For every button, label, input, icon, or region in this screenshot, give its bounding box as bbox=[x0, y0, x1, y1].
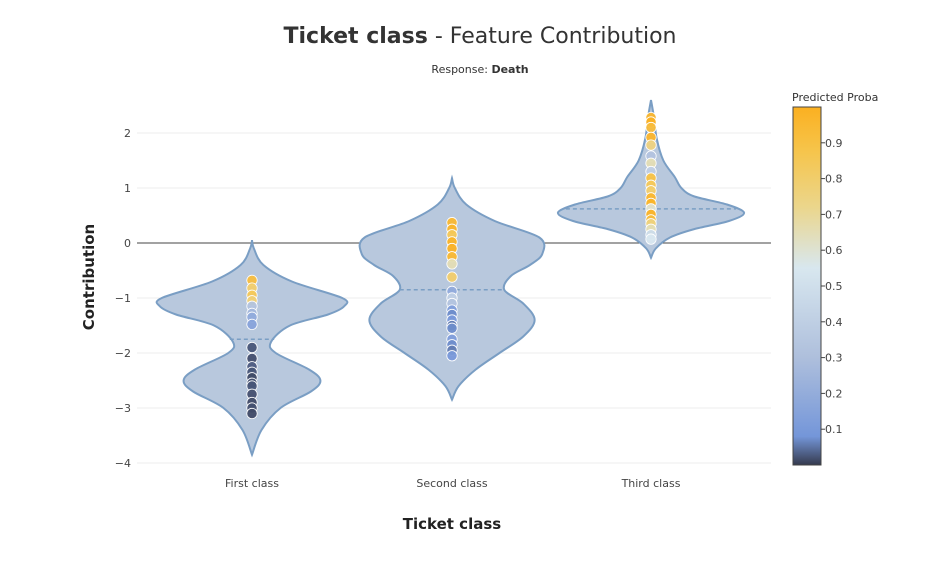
data-point[interactable] bbox=[645, 233, 657, 245]
colorbar-tick-label: 0.8 bbox=[825, 173, 843, 186]
y-tick-label: −4 bbox=[115, 457, 131, 470]
data-point[interactable] bbox=[446, 350, 458, 362]
data-point[interactable] bbox=[446, 322, 458, 334]
chart-subtitle-value: Death bbox=[491, 63, 528, 76]
y-tick-label: 0 bbox=[124, 237, 131, 250]
colorbar-tick-label: 0.9 bbox=[825, 137, 843, 150]
chart-title: Ticket class - Feature Contribution bbox=[284, 24, 677, 49]
data-point[interactable] bbox=[246, 407, 258, 420]
y-tick-label: 2 bbox=[124, 127, 131, 140]
data-point[interactable] bbox=[645, 139, 657, 151]
x-tick-label: First class bbox=[225, 477, 279, 490]
colorbar bbox=[792, 106, 822, 466]
colorbar-ticks: 0.9 0.8 0.7 0.6 0.5 0.4 0.3 0.2 0.1 bbox=[821, 137, 843, 436]
y-ticks: 2 1 0 −1 −2 −3 −4 bbox=[115, 127, 131, 470]
colorbar-tick-label: 0.4 bbox=[825, 316, 843, 329]
chart-title-rest: - Feature Contribution bbox=[428, 24, 677, 49]
chart-title-bold: Ticket class bbox=[284, 24, 428, 49]
data-point[interactable] bbox=[246, 318, 258, 330]
violins bbox=[155, 99, 746, 458]
x-ticks: First class Second class Third class bbox=[225, 477, 681, 490]
data-point[interactable] bbox=[446, 258, 458, 270]
y-tick-label: −3 bbox=[115, 402, 131, 415]
colorbar-tick-label: 0.2 bbox=[825, 387, 843, 400]
violin-1 bbox=[155, 240, 349, 458]
x-tick-label: Third class bbox=[621, 477, 681, 490]
y-tick-label: 1 bbox=[124, 182, 131, 195]
x-tick-label: Second class bbox=[416, 477, 488, 490]
violin-3 bbox=[556, 99, 746, 261]
x-axis-label: Ticket class bbox=[403, 515, 501, 533]
colorbar-tick-label: 0.3 bbox=[825, 352, 843, 365]
colorbar-tick-label: 0.5 bbox=[825, 280, 843, 293]
violin-2 bbox=[358, 174, 546, 403]
y-axis-label: Contribution bbox=[80, 224, 98, 330]
data-point[interactable] bbox=[645, 121, 657, 134]
y-tick-label: −1 bbox=[115, 292, 131, 305]
chart-subtitle: Response: Death bbox=[431, 63, 528, 76]
y-tick-label: −2 bbox=[115, 347, 131, 360]
data-point[interactable] bbox=[446, 271, 458, 283]
colorbar-tick-label: 0.6 bbox=[825, 244, 843, 257]
colorbar-tick-label: 0.1 bbox=[825, 423, 843, 436]
data-point[interactable] bbox=[246, 341, 258, 354]
chart-subtitle-prefix: Response: bbox=[431, 63, 491, 76]
colorbar-title: Predicted Proba bbox=[792, 91, 878, 104]
colorbar-tick-label: 0.7 bbox=[825, 208, 843, 221]
